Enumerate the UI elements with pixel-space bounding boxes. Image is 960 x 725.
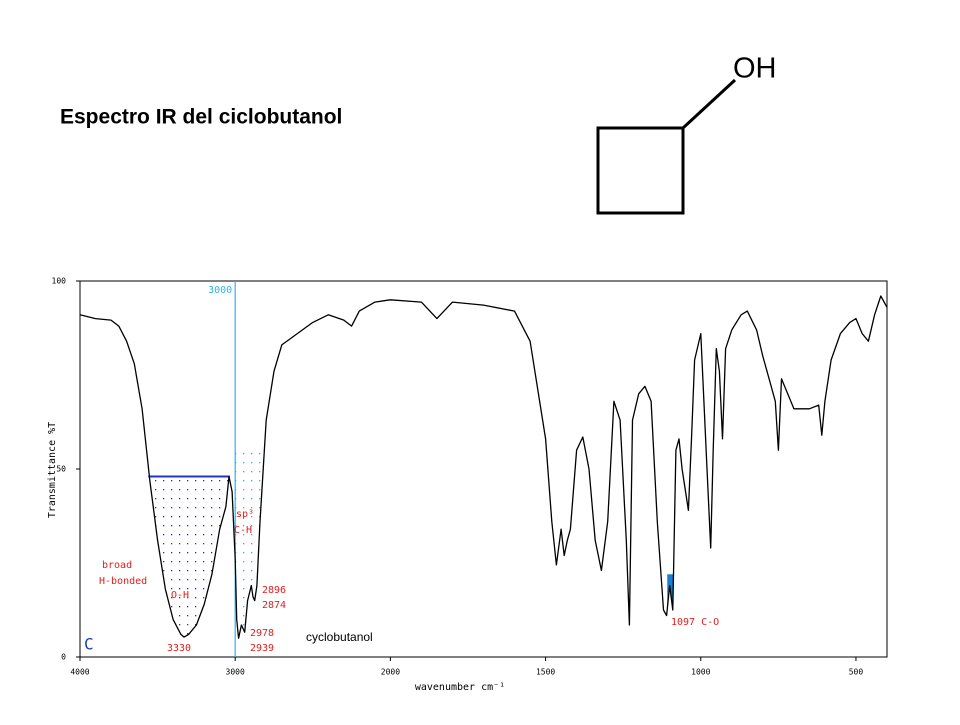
molecule: OH xyxy=(596,53,777,215)
bond xyxy=(681,78,737,130)
x-tick-label: 1000 xyxy=(691,668,710,677)
x-tick-label: 4000 xyxy=(70,668,89,677)
sample-name: cyclobutanol xyxy=(306,630,373,644)
x-tick-label: 2000 xyxy=(381,668,400,677)
y-tick-label: 100 xyxy=(52,277,67,286)
marker-label: 3000 xyxy=(208,285,232,296)
corner-letter: C xyxy=(84,635,94,654)
molecule-label: OH xyxy=(733,53,777,85)
x-tick-label: 500 xyxy=(849,668,864,677)
annotation: sp³ xyxy=(236,509,254,520)
ring xyxy=(596,126,685,215)
y-tick-label: 50 xyxy=(56,465,66,474)
chart: 0 50 100 4000 3000 2000 1500 1000 500 wavenumber … xyxy=(47,277,888,693)
x-axis-label: wavenumber cm⁻¹ xyxy=(415,682,505,693)
spectrum-line xyxy=(79,295,888,639)
annotation: O-H xyxy=(171,590,189,601)
annotation: H-bonded xyxy=(99,576,147,587)
annotation: 2896 xyxy=(262,585,286,596)
annotation: 2978 xyxy=(250,628,274,639)
annotation: broad xyxy=(102,560,132,571)
annotation: 3330 xyxy=(167,643,191,654)
annotation: 1097 C-O xyxy=(671,617,719,628)
y-axis-label: Transmittance %T xyxy=(47,422,58,518)
annotation: C-H xyxy=(234,525,252,536)
x-tick-label: 3000 xyxy=(226,668,245,677)
y-tick-label: 0 xyxy=(61,653,66,662)
annotation: 2939 xyxy=(250,643,274,654)
highlight-region xyxy=(148,476,230,639)
x-tick-label: 1500 xyxy=(536,668,555,677)
slide-title: Espectro IR del ciclobutanol xyxy=(60,106,342,129)
annotation: 2874 xyxy=(262,600,286,611)
